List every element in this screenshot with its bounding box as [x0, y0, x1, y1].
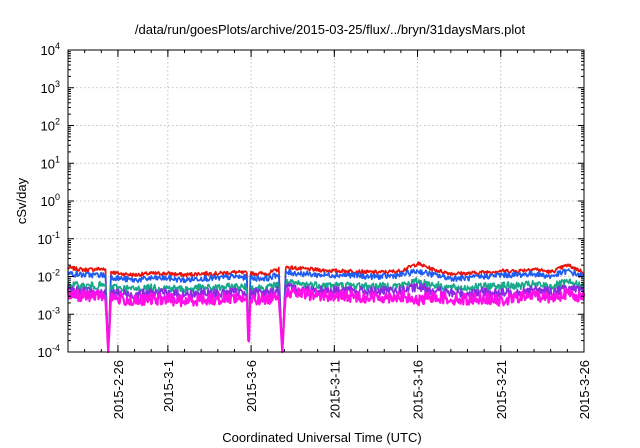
y-tick-base: 10 — [38, 345, 52, 360]
y-tick-label: 101 — [41, 154, 60, 171]
x-axis-label: Coordinated Universal Time (UTC) — [222, 430, 421, 445]
x-tick-label: 2015-3-11 — [327, 360, 342, 418]
y-tick-label: 102 — [41, 117, 60, 134]
grid — [68, 50, 584, 352]
series-layer — [66, 261, 586, 354]
ticks — [67, 49, 585, 353]
y-tick-exponent: -1 — [52, 230, 60, 240]
y-tick-exponent: -4 — [52, 343, 60, 353]
y-tick-base: 10 — [38, 232, 52, 247]
y-tick-base: 10 — [41, 43, 55, 58]
x-tick-label: 2015-3-6 — [244, 360, 259, 412]
y-tick-label: 100 — [41, 192, 60, 209]
x-tick-labels: 2015-2-26 2015-3-1 2015-3-6 2015-3-11 2015-3… — [111, 360, 592, 419]
series-line — [67, 261, 585, 353]
y-tick-base: 10 — [41, 119, 55, 134]
x-tick-label: 2015-2-26 — [111, 360, 126, 419]
y-tick-base: 10 — [41, 194, 55, 209]
y-tick-label: 104 — [41, 41, 60, 58]
series-line — [67, 268, 585, 353]
x-tick-label: 2015-3-21 — [494, 360, 509, 419]
y-tick-label: 10-1 — [38, 230, 60, 247]
y-tick-base: 10 — [38, 307, 52, 322]
y-tick-label: 10-2 — [38, 268, 60, 285]
y-tick-label: 103 — [41, 79, 60, 96]
y-tick-label: 10-4 — [38, 343, 60, 360]
y-tick-exponent: 2 — [55, 117, 60, 127]
y-tick-base: 10 — [41, 156, 55, 171]
series-line — [67, 277, 585, 353]
x-tick-label: 2015-3-1 — [161, 360, 176, 412]
y-tick-exponent: 4 — [55, 41, 60, 51]
x-tick-label: 2015-3-26 — [577, 360, 592, 419]
y-tick-exponent: 0 — [55, 192, 60, 202]
x-tick-label: 2015-3-16 — [411, 360, 426, 419]
y-tick-exponent: -3 — [52, 305, 60, 315]
y-tick-label: 10-3 — [38, 305, 60, 322]
chart-title: /data/run/goesPlots/archive/2015-03-25/f… — [135, 22, 526, 37]
y-tick-base: 10 — [41, 81, 55, 96]
y-tick-exponent: 3 — [55, 79, 60, 89]
series-line — [66, 287, 586, 354]
y-tick-exponent: -2 — [52, 268, 60, 278]
y-tick-base: 10 — [38, 270, 52, 285]
y-axis-label: cSv/day — [14, 177, 29, 224]
y-tick-exponent: 1 — [55, 154, 60, 164]
